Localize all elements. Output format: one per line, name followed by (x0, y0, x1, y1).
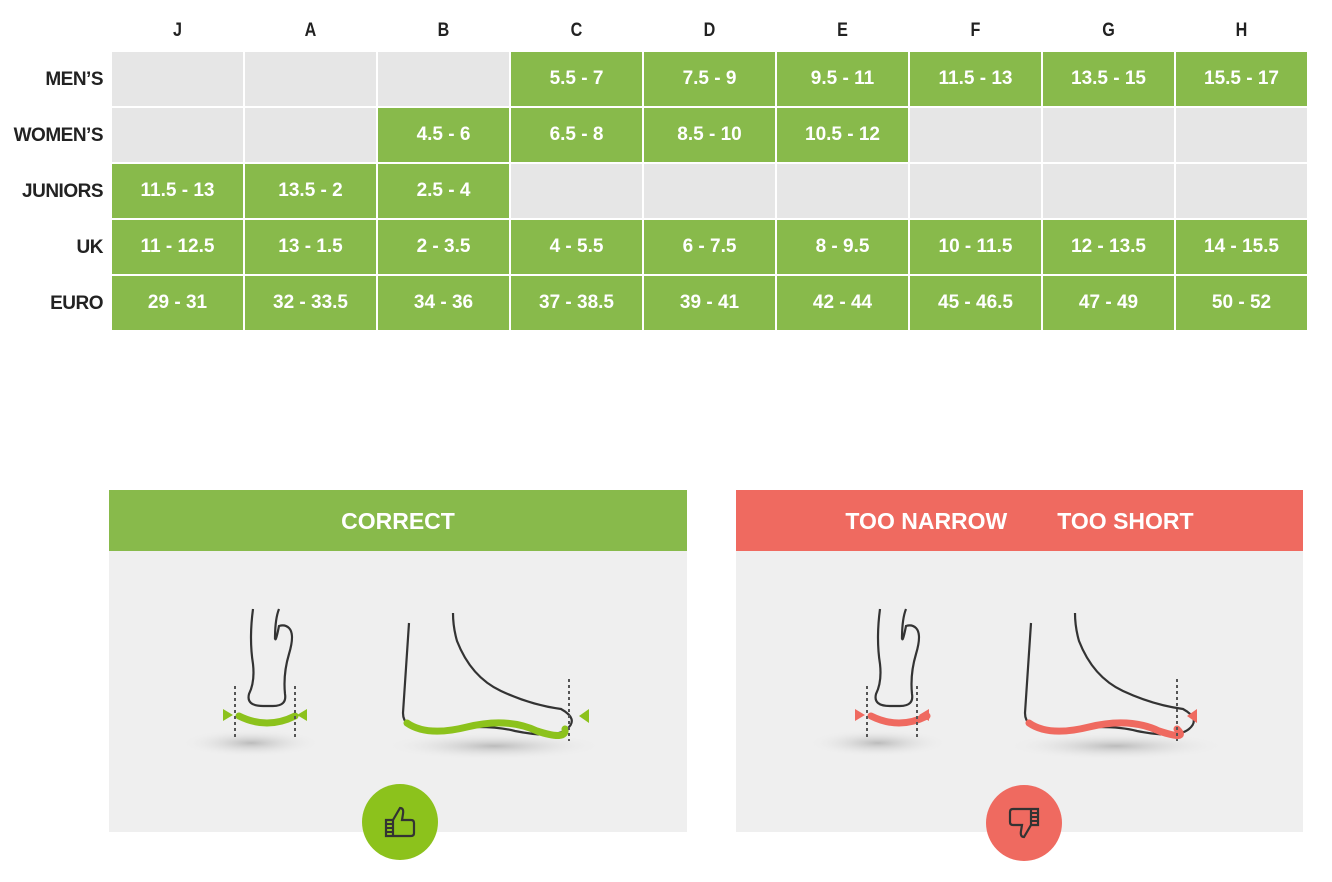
size-cell: 39 - 41 (644, 276, 775, 330)
size-cell: 50 - 52 (1176, 276, 1307, 330)
column-header: C (570, 20, 583, 41)
size-cell: 13.5 - 2 (245, 164, 376, 218)
size-cell (378, 52, 509, 106)
size-cell (112, 108, 243, 162)
column-header: H (1235, 20, 1248, 41)
insole-front (867, 712, 931, 727)
size-cell (245, 108, 376, 162)
row-header: WOMEN’S (13, 125, 104, 146)
shadow (384, 732, 604, 760)
size-cell (644, 164, 775, 218)
size-cell (112, 52, 243, 106)
side-foot-outline (401, 612, 573, 736)
column-header: E (837, 20, 848, 41)
size-cell: 11.5 - 13 (112, 164, 243, 218)
size-cell (910, 164, 1041, 218)
front-foot-outline (874, 608, 921, 708)
arrow-left (297, 709, 307, 721)
column-header: B (437, 20, 450, 41)
wrong-feet-illustration (808, 608, 1226, 760)
wrong-fit-panel: TOO NARROW TOO SHORT (736, 490, 1303, 832)
size-cell: 4 - 5.5 (511, 220, 642, 274)
size-cell: 8.5 - 10 (644, 108, 775, 162)
size-cell (1043, 164, 1174, 218)
side-foot-outline (1023, 612, 1195, 736)
size-cell: 4.5 - 6 (378, 108, 509, 162)
thumbs-down-icon (986, 785, 1062, 861)
arrow-left (919, 709, 929, 721)
insole-side (1025, 719, 1184, 739)
correct-header: CORRECT (109, 490, 687, 551)
size-cell: 47 - 49 (1043, 276, 1174, 330)
size-cell: 2 - 3.5 (378, 220, 509, 274)
front-foot-outline (247, 608, 294, 708)
shadow (1006, 732, 1226, 760)
size-cell: 2.5 - 4 (378, 164, 509, 218)
wrong-header: TOO NARROW TOO SHORT (736, 490, 1303, 551)
size-cell: 12 - 13.5 (1043, 220, 1174, 274)
column-header: J (172, 20, 182, 41)
row-header: EURO (50, 293, 103, 314)
correct-fit-panel: CORRECT (109, 490, 687, 832)
size-cell: 13.5 - 15 (1043, 52, 1174, 106)
shadow (181, 729, 321, 757)
too-narrow-title: TOO NARROW (845, 508, 1008, 534)
insole-front (235, 712, 299, 727)
size-cell: 9.5 - 11 (777, 52, 908, 106)
size-cell: 11 - 12.5 (112, 220, 243, 274)
arrow-right (223, 709, 233, 721)
size-cell: 10.5 - 12 (777, 108, 908, 162)
size-cell: 42 - 44 (777, 276, 908, 330)
too-short-title: TOO SHORT (1057, 508, 1194, 534)
size-cell: 37 - 38.5 (511, 276, 642, 330)
size-cell (245, 52, 376, 106)
size-cell (511, 164, 642, 218)
column-header: F (970, 20, 981, 41)
column-header: G (1102, 20, 1115, 41)
size-cell (1043, 108, 1174, 162)
size-cell: 45 - 46.5 (910, 276, 1041, 330)
row-header: JUNIORS (22, 181, 103, 202)
thumbs-up-icon (362, 784, 438, 860)
column-header: A (304, 20, 317, 41)
shadow (808, 729, 948, 757)
size-cell: 34 - 36 (378, 276, 509, 330)
size-cell (1176, 164, 1307, 218)
arrow-left (579, 709, 589, 723)
size-cell: 32 - 33.5 (245, 276, 376, 330)
size-cell: 29 - 31 (112, 276, 243, 330)
size-cell (777, 164, 908, 218)
size-cell: 6 - 7.5 (644, 220, 775, 274)
insole-side (403, 719, 569, 739)
size-cell (1176, 108, 1307, 162)
arrow-right (855, 709, 865, 721)
size-cell: 7.5 - 9 (644, 52, 775, 106)
size-cell: 5.5 - 7 (511, 52, 642, 106)
size-cell: 8 - 9.5 (777, 220, 908, 274)
row-header: UK (76, 237, 104, 258)
size-cell (910, 108, 1041, 162)
size-cell: 10 - 11.5 (910, 220, 1041, 274)
row-header: MEN’S (45, 69, 103, 90)
size-cell: 14 - 15.5 (1176, 220, 1307, 274)
column-header: D (703, 20, 716, 41)
size-cell: 15.5 - 17 (1176, 52, 1307, 106)
correct-feet-illustration (181, 608, 604, 760)
arrow-left (1187, 709, 1197, 723)
correct-title: CORRECT (341, 508, 455, 534)
size-cell: 13 - 1.5 (245, 220, 376, 274)
size-cell: 6.5 - 8 (511, 108, 642, 162)
size-cell: 11.5 - 13 (910, 52, 1041, 106)
